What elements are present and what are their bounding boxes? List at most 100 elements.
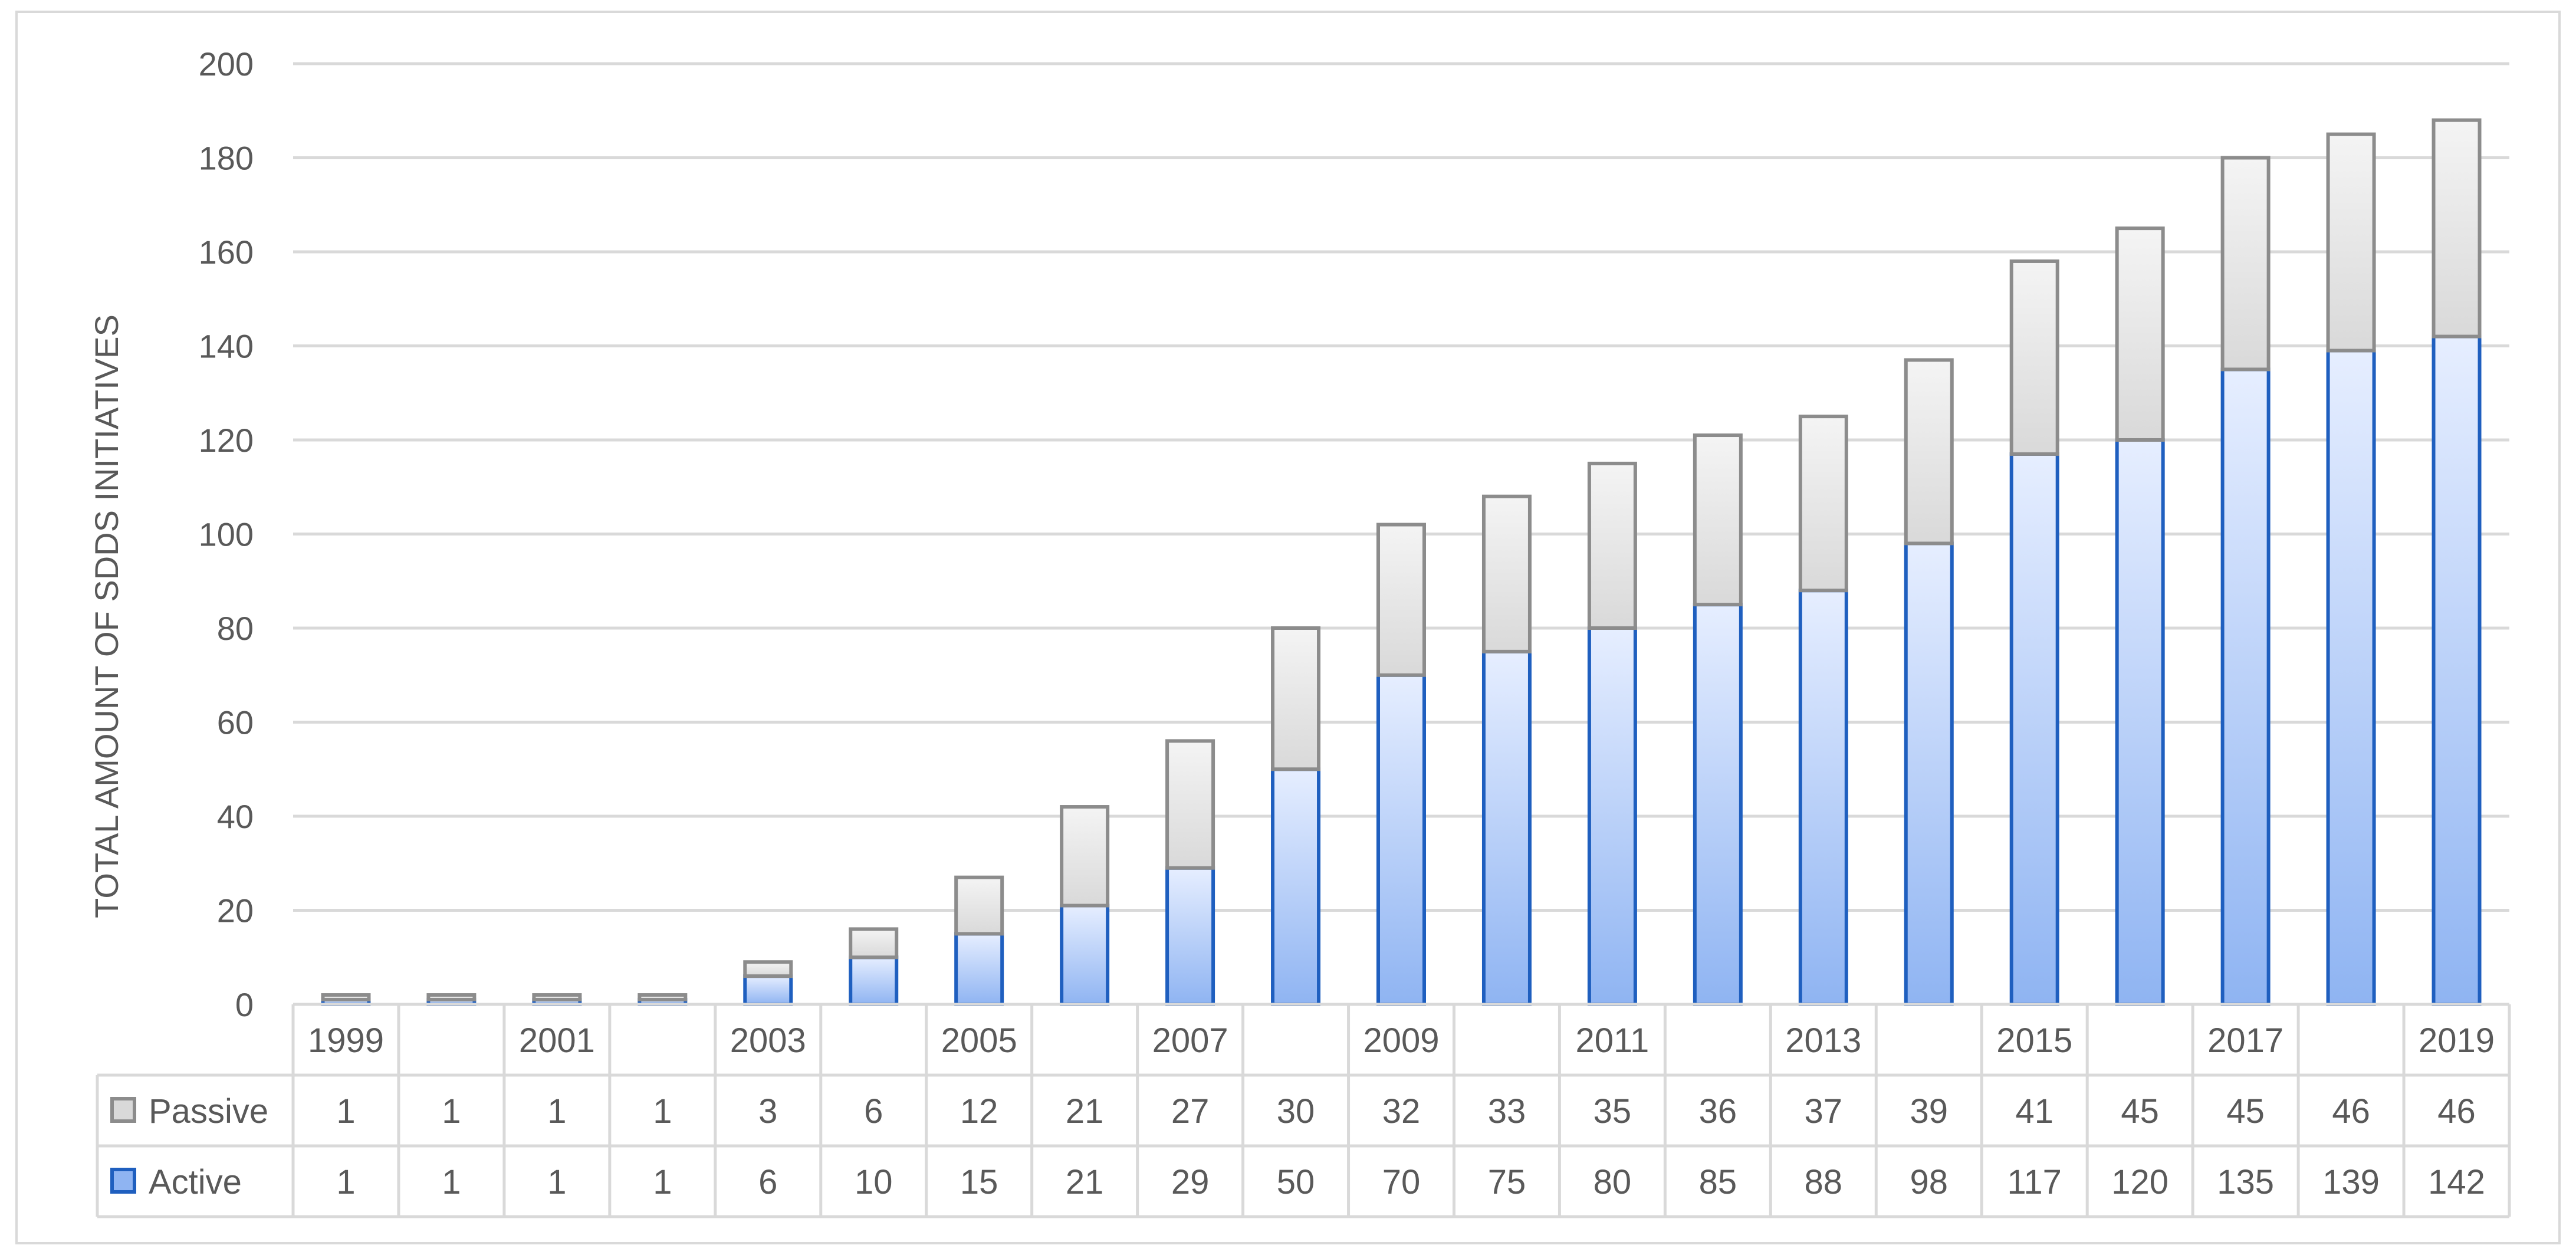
data-label: 27 bbox=[1171, 1092, 1210, 1131]
data-label: 88 bbox=[1805, 1163, 1843, 1201]
bar-active bbox=[1165, 866, 1215, 1006]
data-label: 75 bbox=[1488, 1163, 1526, 1201]
data-label: 15 bbox=[960, 1163, 998, 1201]
y-axis-label: TOTAL AMOUNT OF SDDS INITIATIVES bbox=[88, 314, 125, 918]
data-label: 46 bbox=[2437, 1092, 2476, 1131]
bar-passive bbox=[849, 927, 899, 960]
y-tick-label: 160 bbox=[199, 234, 254, 271]
bar-passive bbox=[1165, 739, 1215, 870]
data-label: 45 bbox=[2121, 1092, 2159, 1131]
bar-active bbox=[2115, 438, 2165, 1006]
bar-active bbox=[2220, 367, 2271, 1006]
bar-passive bbox=[1481, 494, 1532, 653]
legend-label-active: Active bbox=[149, 1163, 242, 1201]
bar-passive bbox=[1798, 415, 1848, 593]
x-tick-label: 2001 bbox=[519, 1021, 595, 1060]
y-tick-label: 120 bbox=[199, 422, 254, 459]
data-label: 30 bbox=[1277, 1092, 1315, 1131]
x-tick-label: 2005 bbox=[941, 1021, 1017, 1060]
y-tick-label: 60 bbox=[217, 704, 254, 741]
x-tick-label: 2009 bbox=[1363, 1021, 1439, 1060]
bar-passive bbox=[321, 993, 371, 1002]
data-label: 1 bbox=[547, 1092, 566, 1131]
bar-active bbox=[2009, 452, 2059, 1006]
x-tick-label: 2003 bbox=[730, 1021, 806, 1060]
data-label: 1 bbox=[336, 1092, 355, 1131]
data-label: 12 bbox=[960, 1092, 998, 1131]
data-label: 6 bbox=[758, 1163, 777, 1201]
bar-passive bbox=[1060, 805, 1110, 908]
data-label: 45 bbox=[2226, 1092, 2265, 1131]
bar-passive bbox=[2009, 259, 2059, 456]
data-label: 98 bbox=[1910, 1163, 1949, 1201]
data-label: 135 bbox=[2217, 1163, 2274, 1201]
bar-passive bbox=[1376, 523, 1426, 677]
data-label: 3 bbox=[758, 1092, 777, 1131]
x-tick-label: 2015 bbox=[1996, 1021, 2072, 1060]
data-label: 41 bbox=[2015, 1092, 2053, 1131]
data-label: 21 bbox=[1066, 1163, 1104, 1201]
bar-passive bbox=[1271, 626, 1321, 771]
y-tick-label: 200 bbox=[199, 45, 254, 83]
bar-active bbox=[1376, 673, 1426, 1006]
y-tick-label: 20 bbox=[217, 892, 254, 929]
y-tick-label: 40 bbox=[217, 798, 254, 835]
x-tick-label: 2019 bbox=[2419, 1021, 2495, 1060]
bar-active bbox=[1798, 589, 1848, 1006]
bar-active bbox=[1271, 767, 1321, 1006]
bar-active bbox=[2326, 349, 2376, 1006]
bar-passive bbox=[1587, 461, 1637, 630]
bar-passive bbox=[954, 875, 1004, 936]
y-tick-label: 0 bbox=[235, 986, 254, 1023]
bar-active bbox=[2432, 334, 2482, 1006]
bars bbox=[321, 118, 2482, 1007]
data-label: 39 bbox=[1910, 1092, 1949, 1131]
bar-active bbox=[1693, 603, 1743, 1006]
bar-passive bbox=[638, 993, 688, 1002]
data-label: 29 bbox=[1171, 1163, 1210, 1201]
legend-swatch-active bbox=[110, 1168, 136, 1194]
bar-active bbox=[954, 932, 1004, 1006]
data-label: 1 bbox=[653, 1092, 672, 1131]
bar-passive bbox=[743, 960, 793, 978]
data-label: 32 bbox=[1382, 1092, 1421, 1131]
bar-passive bbox=[2432, 118, 2482, 339]
x-tick-label: 2013 bbox=[1785, 1021, 1861, 1060]
bar-passive bbox=[1904, 358, 1954, 546]
bar-active bbox=[1060, 904, 1110, 1007]
bar-active bbox=[743, 974, 793, 1007]
data-label: 1 bbox=[336, 1163, 355, 1201]
data-label: 85 bbox=[1699, 1163, 1737, 1201]
bar-passive bbox=[426, 993, 477, 1002]
bar-passive bbox=[2326, 132, 2376, 353]
x-tick-label: 2011 bbox=[1576, 1021, 1650, 1060]
bar-active bbox=[1587, 626, 1637, 1006]
bar-passive bbox=[532, 993, 582, 1002]
data-label: 10 bbox=[855, 1163, 893, 1201]
bar-passive bbox=[2220, 156, 2271, 372]
x-tick-label: 1999 bbox=[308, 1021, 384, 1060]
data-label: 117 bbox=[2007, 1163, 2061, 1201]
x-tick-label: 2007 bbox=[1152, 1021, 1228, 1060]
data-label: 6 bbox=[864, 1092, 883, 1131]
data-label: 50 bbox=[1277, 1163, 1315, 1201]
data-label: 37 bbox=[1805, 1092, 1843, 1131]
data-label: 1 bbox=[442, 1163, 461, 1201]
data-label: 80 bbox=[1593, 1163, 1632, 1201]
data-label: 139 bbox=[2322, 1163, 2380, 1201]
bar-active bbox=[849, 955, 899, 1006]
bar-passive bbox=[2115, 226, 2165, 442]
data-label: 21 bbox=[1066, 1092, 1104, 1131]
legend-label-passive: Passive bbox=[149, 1092, 268, 1131]
y-tick-label: 100 bbox=[199, 516, 254, 553]
bar-passive bbox=[1693, 433, 1743, 607]
legend-swatch-passive bbox=[110, 1097, 136, 1123]
data-label: 70 bbox=[1382, 1163, 1421, 1201]
bar-active bbox=[1481, 649, 1532, 1006]
data-label: 1 bbox=[442, 1092, 461, 1131]
data-label: 35 bbox=[1593, 1092, 1632, 1131]
data-label: 120 bbox=[2111, 1163, 2168, 1201]
data-label: 142 bbox=[2428, 1163, 2485, 1201]
data-label: 36 bbox=[1699, 1092, 1737, 1131]
